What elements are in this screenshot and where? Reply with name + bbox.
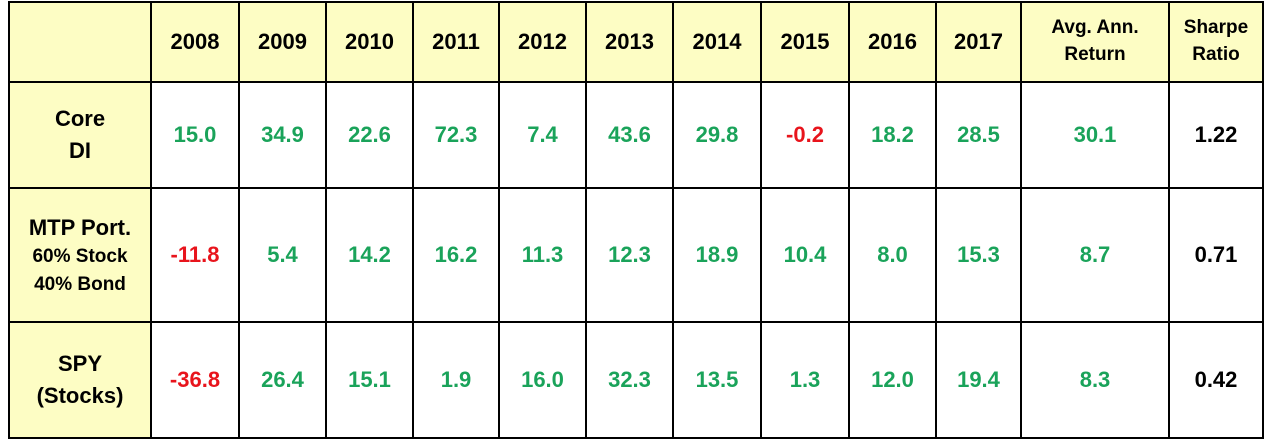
cell: 18.2 bbox=[848, 81, 937, 189]
cell: 16.2 bbox=[412, 187, 500, 323]
cell: 72.3 bbox=[412, 81, 500, 189]
cell: 0.42 bbox=[1168, 321, 1264, 439]
header-line: Ratio bbox=[1192, 44, 1240, 65]
cell: 15.1 bbox=[325, 321, 414, 439]
header-line: Sharpe bbox=[1183, 17, 1249, 39]
row-label: Core DI bbox=[8, 81, 152, 189]
header-line: Return bbox=[1064, 44, 1126, 65]
header-cell: Avg. Ann. Return bbox=[1020, 1, 1170, 83]
header-cell: 2014 bbox=[672, 1, 762, 83]
cell: 34.9 bbox=[238, 81, 327, 189]
cell: 5.4 bbox=[238, 187, 327, 323]
header-cell: Sharpe Ratio bbox=[1168, 1, 1264, 83]
cell: -0.2 bbox=[760, 81, 850, 189]
row-label: SPY (Stocks) bbox=[8, 321, 152, 439]
header-cell: 2012 bbox=[498, 1, 587, 83]
header-cell: 2008 bbox=[150, 1, 240, 83]
row-label-line: MTP Port. bbox=[28, 214, 132, 240]
table-body: 2008 2009 2010 2011 2012 2013 2014 2015 2016 2017… bbox=[8, 1, 1264, 439]
cell: 26.4 bbox=[238, 321, 327, 439]
cell: 30.1 bbox=[1020, 81, 1170, 189]
cell: 7.4 bbox=[498, 81, 587, 189]
header-cell: 2016 bbox=[848, 1, 937, 83]
cell: 43.6 bbox=[585, 81, 674, 189]
header-cell: 2015 bbox=[760, 1, 850, 83]
cell: 32.3 bbox=[585, 321, 674, 439]
cell: -36.8 bbox=[150, 321, 240, 439]
header-cell: 2009 bbox=[238, 1, 327, 83]
cell: 22.6 bbox=[325, 81, 414, 189]
cell: 8.3 bbox=[1020, 321, 1170, 439]
row-label-line: Core bbox=[54, 106, 106, 132]
data-row: SPY (Stocks) -36.8 26.4 15.1 1.9 16.0 32.3 13.5 1… bbox=[8, 321, 1264, 439]
row-label-line: 40% Bond bbox=[34, 273, 126, 295]
row-label-line: 60% Stock bbox=[32, 246, 128, 268]
cell: 12.3 bbox=[585, 187, 674, 323]
cell: 18.9 bbox=[672, 187, 762, 323]
header-cell: 2011 bbox=[412, 1, 500, 83]
cell: 1.3 bbox=[760, 321, 850, 439]
returns-table: 2008 2009 2010 2011 2012 2013 2014 2015 2016 2017… bbox=[8, 1, 1264, 439]
cell: 29.8 bbox=[672, 81, 762, 189]
cell: 1.9 bbox=[412, 321, 500, 439]
cell: 13.5 bbox=[672, 321, 762, 439]
corner-cell bbox=[8, 1, 152, 83]
cell: -11.8 bbox=[150, 187, 240, 323]
cell: 19.4 bbox=[935, 321, 1022, 439]
cell: 10.4 bbox=[760, 187, 850, 323]
cell: 12.0 bbox=[848, 321, 937, 439]
header-line: Avg. Ann. bbox=[1051, 17, 1139, 39]
header-cell: 2010 bbox=[325, 1, 414, 83]
row-label-line: DI bbox=[69, 138, 91, 163]
data-row: Core DI 15.0 34.9 22.6 72.3 7.4 43.6 29.8 -0.2 18.… bbox=[8, 81, 1264, 189]
cell: 15.0 bbox=[150, 81, 240, 189]
cell: 28.5 bbox=[935, 81, 1022, 189]
cell: 8.7 bbox=[1020, 187, 1170, 323]
header-cell: 2017 bbox=[935, 1, 1022, 83]
header-row: 2008 2009 2010 2011 2012 2013 2014 2015 2016 2017… bbox=[8, 1, 1264, 83]
header-cell: 2013 bbox=[585, 1, 674, 83]
data-row: MTP Port. 60% Stock 40% Bond -11.8 5.4 14.2 16… bbox=[8, 187, 1264, 323]
cell: 14.2 bbox=[325, 187, 414, 323]
cell: 11.3 bbox=[498, 187, 587, 323]
cell: 16.0 bbox=[498, 321, 587, 439]
cell: 8.0 bbox=[848, 187, 937, 323]
cell: 0.71 bbox=[1168, 187, 1264, 323]
row-label: MTP Port. 60% Stock 40% Bond bbox=[8, 187, 152, 323]
row-label-line: SPY bbox=[57, 351, 103, 377]
row-label-line: (Stocks) bbox=[36, 383, 124, 408]
cell: 15.3 bbox=[935, 187, 1022, 323]
cell: 1.22 bbox=[1168, 81, 1264, 189]
